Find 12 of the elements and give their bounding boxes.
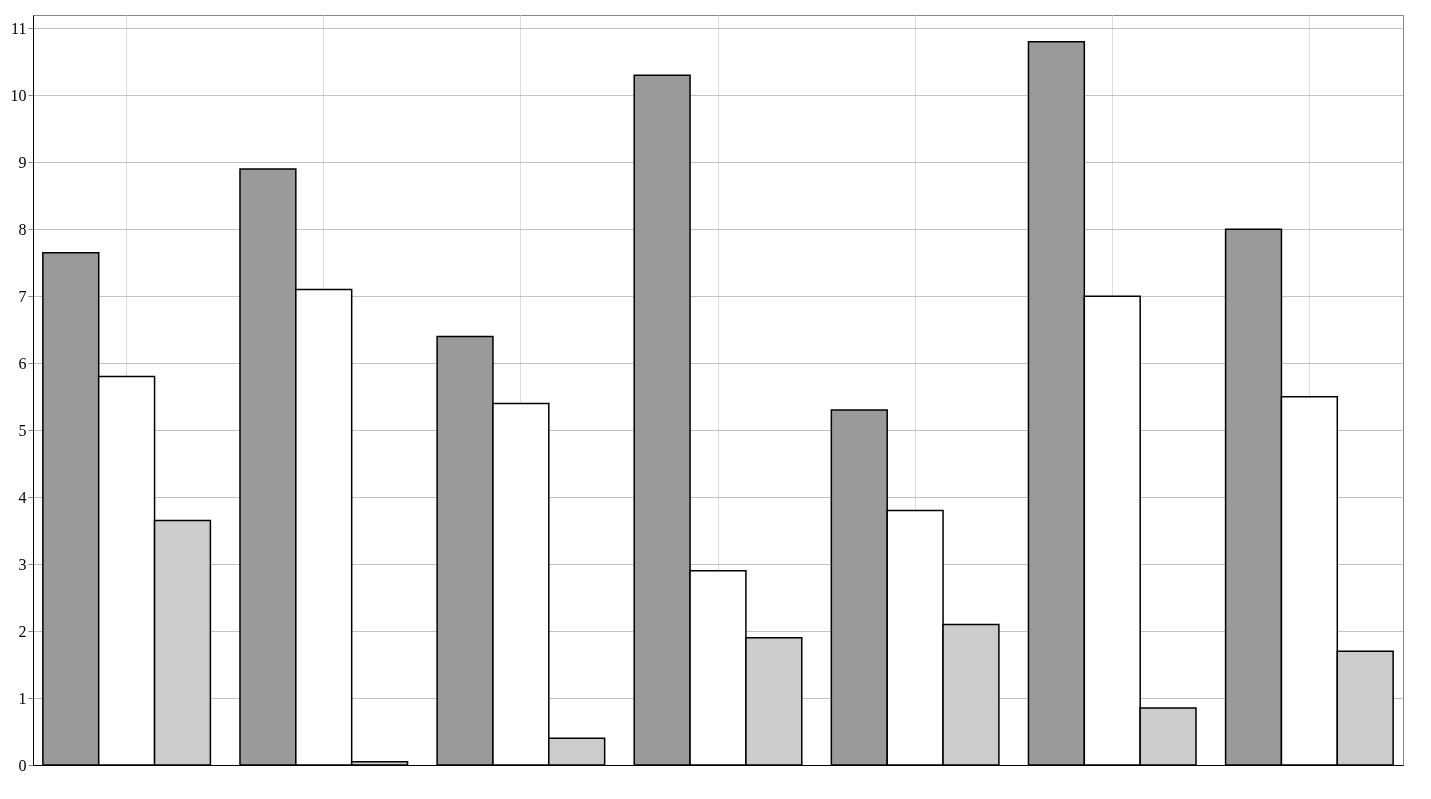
y-tick-label: 10 xyxy=(10,86,27,104)
y-tick-label: 11 xyxy=(11,19,27,37)
y-tick-label: 9 xyxy=(18,153,27,171)
y-tick-label: 6 xyxy=(18,354,27,372)
y-tick-label: 5 xyxy=(18,421,27,439)
y-tick-label: 2 xyxy=(18,622,27,640)
y-tick-label: 8 xyxy=(18,220,27,238)
y-tick-label: 3 xyxy=(18,555,27,573)
y-tick-label: 7 xyxy=(18,287,27,305)
y-tick-label: 4 xyxy=(18,488,27,506)
y-tick-label: 0 xyxy=(18,756,27,774)
y-tick-label: 1 xyxy=(18,689,27,707)
